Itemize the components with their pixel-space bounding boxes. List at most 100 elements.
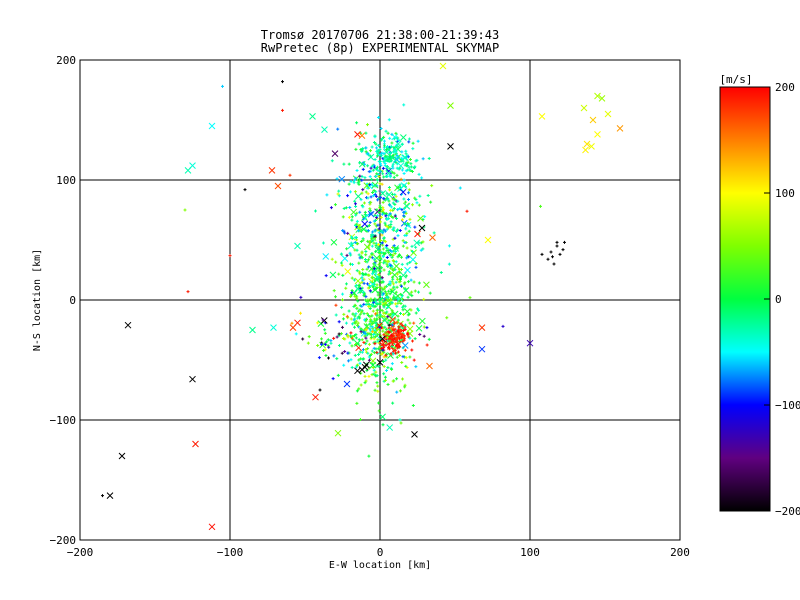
data-point-plus (369, 149, 373, 153)
data-point-plus (381, 423, 385, 427)
data-point-plus (364, 295, 368, 299)
data-point-plus (369, 200, 373, 204)
data-point-plus (411, 404, 415, 408)
data-point-plus (383, 325, 387, 329)
data-point-plus (394, 260, 398, 264)
colorbar-ticks: 200 100 0 −100 −200 (764, 81, 800, 518)
data-point-plus (385, 212, 389, 216)
data-point-plus (376, 198, 380, 202)
data-point-plus (384, 317, 388, 321)
data-point-plus (332, 336, 336, 340)
data-point-plus (364, 342, 368, 346)
data-point-plus (370, 276, 374, 280)
data-point-plus (382, 365, 386, 369)
data-point-plus (347, 309, 351, 313)
data-point-plus (385, 310, 389, 314)
data-point-plus (391, 259, 395, 263)
data-point-plus (403, 325, 407, 329)
data-point-x (411, 431, 418, 438)
data-point-plus (382, 355, 386, 359)
data-point-plus (406, 332, 410, 336)
data-point-plus (375, 216, 379, 220)
data-point-x (616, 125, 624, 132)
data-point-plus (388, 281, 392, 285)
data-point-plus (391, 401, 395, 405)
data-point-plus (358, 174, 362, 178)
data-point-plus (376, 347, 380, 351)
data-point-plus (370, 253, 374, 257)
data-point-plus (397, 267, 401, 271)
data-point-plus (372, 189, 376, 193)
data-point-plus (387, 272, 391, 276)
data-point-plus (405, 246, 409, 250)
data-point-plus (385, 145, 389, 149)
data-point-plus (367, 355, 371, 359)
data-point-plus (380, 347, 384, 351)
data-point-x (192, 440, 199, 448)
data-point-plus (372, 346, 376, 350)
data-point-plus (341, 273, 345, 277)
data-point-plus (389, 271, 393, 275)
data-point-plus (395, 377, 399, 381)
data-point-plus (411, 203, 415, 207)
data-point-plus (403, 241, 407, 245)
data-point-plus (376, 243, 380, 247)
data-point-plus (368, 332, 372, 336)
data-point-plus (367, 358, 371, 362)
data-point-plus (384, 240, 388, 244)
data-point-plus (385, 217, 389, 221)
data-point-plus (383, 156, 387, 160)
data-point-plus (408, 336, 412, 340)
data-point-x (415, 324, 423, 332)
data-point-plus (395, 173, 399, 177)
data-point-plus (375, 172, 379, 176)
data-point-plus (386, 306, 390, 310)
data-point-plus (374, 243, 378, 247)
data-point-plus (387, 270, 391, 274)
data-point-x (361, 220, 369, 228)
data-point-plus (360, 304, 364, 308)
data-point-plus (400, 142, 404, 146)
data-point-plus (375, 351, 379, 355)
data-point-plus (354, 204, 358, 208)
data-point-plus (367, 170, 371, 174)
data-point-x (249, 326, 256, 334)
data-point-plus (383, 251, 387, 255)
data-point-plus (377, 143, 381, 147)
data-point-plus (376, 384, 380, 388)
data-point-plus (358, 361, 362, 365)
data-point-plus (399, 322, 403, 326)
data-point-plus (385, 246, 389, 250)
data-point-plus (410, 169, 414, 173)
data-point-plus (377, 175, 381, 179)
data-point-plus (398, 418, 402, 422)
data-point-plus (366, 351, 370, 355)
data-point-plus (342, 162, 346, 166)
data-point-plus (414, 265, 418, 269)
data-point-x (423, 281, 430, 289)
data-point-plus (340, 305, 344, 309)
data-point-plus (339, 261, 343, 265)
data-point-x (379, 413, 386, 421)
data-point-plus (400, 262, 404, 266)
data-point-plus (406, 222, 410, 226)
data-point-plus (428, 291, 432, 295)
data-point-plus (374, 370, 378, 374)
data-point-plus (346, 335, 350, 339)
data-point-plus (445, 316, 449, 320)
data-point-plus (389, 220, 393, 224)
data-point-x (329, 271, 337, 279)
data-point-plus (420, 176, 424, 180)
data-point-plus (407, 255, 411, 259)
data-point-plus (370, 145, 374, 149)
data-point-plus (366, 196, 370, 200)
data-point-plus (382, 208, 386, 212)
data-point-plus (342, 363, 346, 367)
data-point-plus (373, 158, 377, 162)
data-point-plus (387, 289, 391, 293)
data-point-plus (380, 212, 384, 216)
data-point-plus (356, 229, 360, 233)
data-point-plus (358, 316, 362, 320)
data-point-plus (372, 241, 376, 245)
data-point-plus (417, 203, 421, 207)
